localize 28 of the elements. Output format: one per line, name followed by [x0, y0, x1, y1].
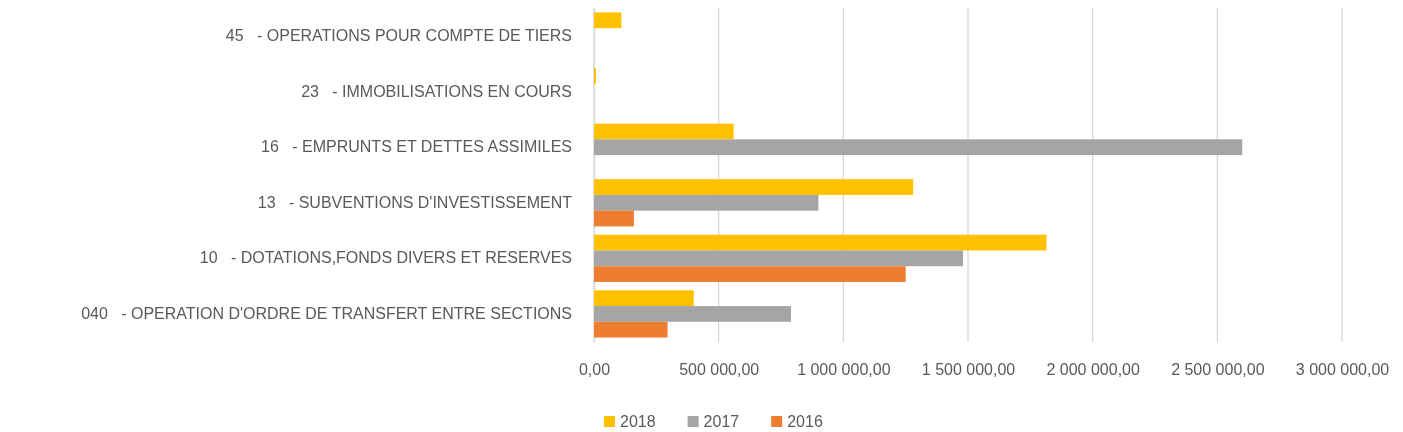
bar — [594, 123, 734, 140]
y-tick-label: 13 - SUBVENTIONS D'INVESTISSEMENT — [257, 193, 573, 211]
bar — [594, 290, 694, 307]
x-tick-label: 1 000 000,00 — [797, 361, 891, 379]
x-tick-label: 1 500 000,00 — [921, 361, 1016, 379]
bar — [594, 234, 1047, 251]
x-tick-label: 2 000 000,00 — [1046, 361, 1140, 379]
bar — [594, 12, 622, 29]
x-tick-label: 0,00 — [578, 361, 611, 379]
y-tick-label: 45 - OPERATIONS POUR COMPTE DE TIERS — [225, 27, 572, 45]
y-tick-label: 23 - IMMOBILISATIONS EN COURS — [301, 82, 572, 100]
bar — [594, 306, 791, 322]
x-tick-label: 500 000,00 — [679, 361, 760, 379]
legend-label: 2017 — [703, 413, 740, 430]
bar — [594, 139, 1243, 156]
bar — [594, 266, 906, 282]
y-tick-label: 16 - EMPRUNTS ET DETTES ASSIMILES — [261, 138, 572, 156]
bar — [594, 321, 668, 338]
y-tick-label: 10 - DOTATIONS,FONDS DIVERS ET RESERVES — [199, 249, 572, 267]
x-tick-label: 3 000 000,00 — [1295, 361, 1390, 379]
x-tick-label: 2 500 000,00 — [1171, 361, 1265, 379]
bar — [594, 194, 819, 211]
legend-label: 2018 — [620, 413, 656, 430]
bar — [594, 250, 964, 267]
legend-label: 2016 — [787, 413, 823, 430]
y-tick-label: 040 - OPERATION D'ORDRE DE TRANSFERT ENTRE SECTIONS — [81, 305, 572, 323]
bar — [594, 179, 914, 195]
bar — [594, 210, 634, 227]
